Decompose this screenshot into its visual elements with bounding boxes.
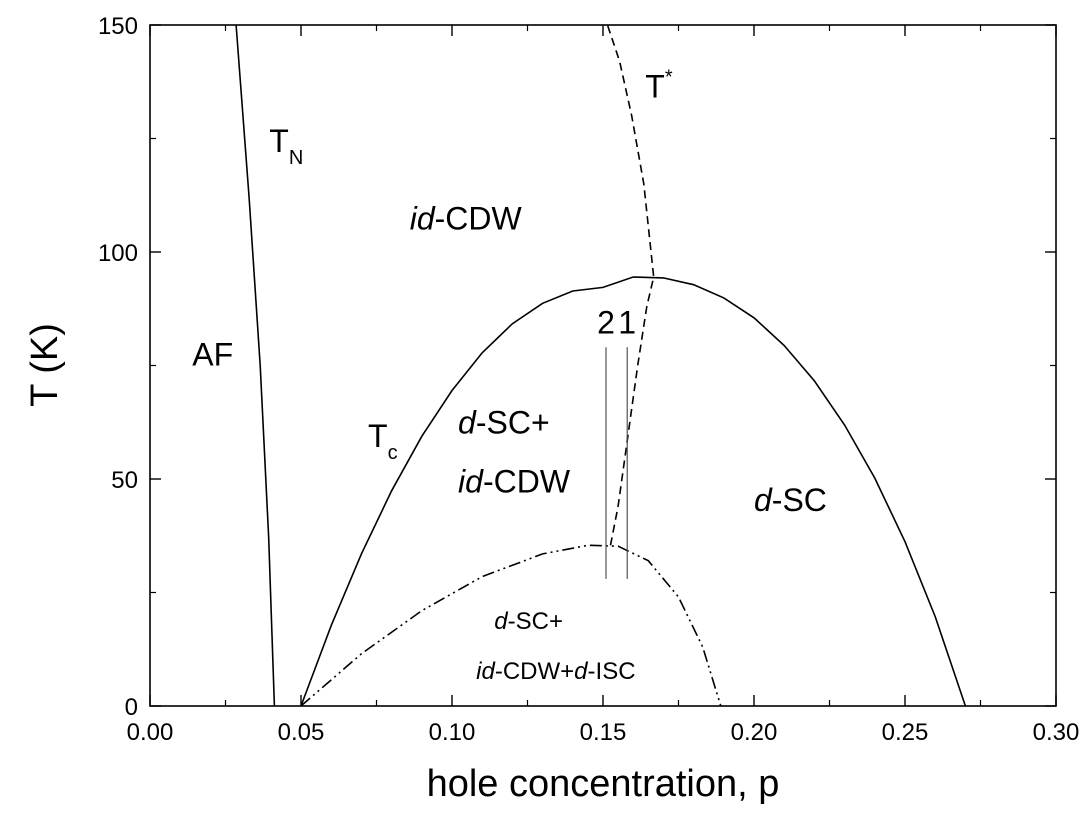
x-tick-label: 0.25 xyxy=(882,719,929,746)
region-label: AF xyxy=(192,337,233,373)
region-label: id-CDW xyxy=(458,464,571,500)
y-tick-label: 150 xyxy=(98,13,138,40)
x-tick-label: 0.15 xyxy=(580,719,627,746)
marker-label-1: 1 xyxy=(618,305,636,341)
region-label: id-CDW xyxy=(410,200,523,236)
region-label: d-SC xyxy=(754,482,827,518)
curve-dash-dot-dot xyxy=(300,544,722,707)
curve-tn xyxy=(235,24,276,707)
y-tick-label: 0 xyxy=(125,694,138,721)
curves-layer xyxy=(235,24,967,707)
marker-label-2: 2 xyxy=(597,305,615,341)
x-tick-label: 0.10 xyxy=(429,719,476,746)
x-axis-label: hole concentration, p xyxy=(427,763,780,805)
region-label: d-SC+ xyxy=(494,608,563,635)
x-tick-label: 0.05 xyxy=(278,719,325,746)
y-tick-label: 50 xyxy=(111,467,138,494)
x-tick-label: 0.30 xyxy=(1033,719,1080,746)
axis-ticks: 0.00 0.05 0.10 0.15 0.20 0.25 0.30 0 50 100 150 xyxy=(98,13,1079,746)
y-tick-label: 100 xyxy=(98,240,138,267)
x-tick-label: 0.00 xyxy=(127,719,174,746)
y-axis-label: T (K) xyxy=(24,323,66,407)
curve-t* xyxy=(606,24,655,546)
tstar-label: T* xyxy=(645,67,673,105)
region-label: id-CDW+d-ISC xyxy=(476,658,635,685)
curve-tc xyxy=(300,276,967,707)
x-tick-label: 0.20 xyxy=(731,719,778,746)
labels-layer: TN Tc T* 2 1 AF id-CDW d-SC+ id-CDW d-SC d-SC+ id-C… xyxy=(192,67,827,685)
tc-label: Tc xyxy=(368,418,398,464)
region-label: d-SC+ xyxy=(458,405,550,441)
tn-label: TN xyxy=(269,123,303,169)
